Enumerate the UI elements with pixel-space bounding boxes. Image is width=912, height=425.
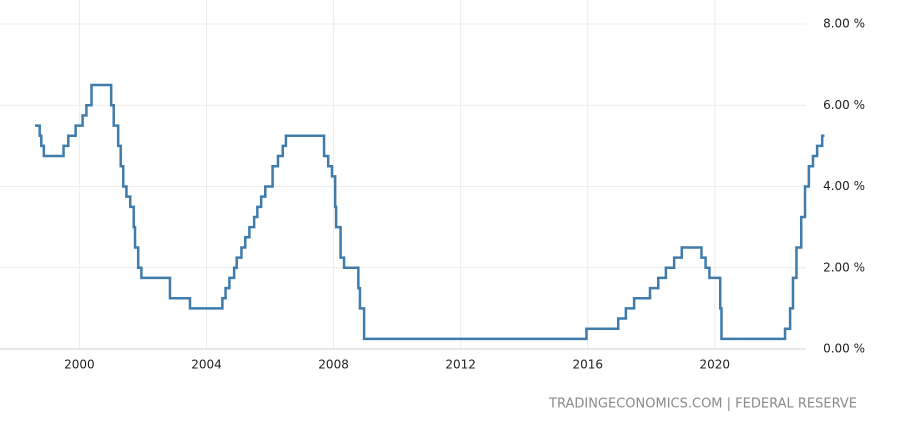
y-tick-label: 4.00 % bbox=[823, 179, 865, 193]
line-series bbox=[34, 83, 825, 341]
x-tick-label: 2004 bbox=[191, 358, 222, 372]
y-tick-label: 8.00 % bbox=[823, 17, 865, 31]
x-tick-label: 2008 bbox=[318, 358, 349, 372]
y-tick-label: 2.00 % bbox=[823, 260, 865, 274]
x-tick-label: 2016 bbox=[572, 358, 603, 372]
x-tick-label: 2000 bbox=[64, 358, 95, 372]
x-tick-label: 2012 bbox=[445, 358, 476, 372]
x-tick-label: 2020 bbox=[700, 358, 731, 372]
source: TRADINGECONOMICS.COM | FEDERAL RESERVE bbox=[548, 397, 857, 412]
y-tick-label: 0.00 % bbox=[823, 342, 865, 356]
y-tick-label: 6.00 % bbox=[823, 98, 865, 112]
